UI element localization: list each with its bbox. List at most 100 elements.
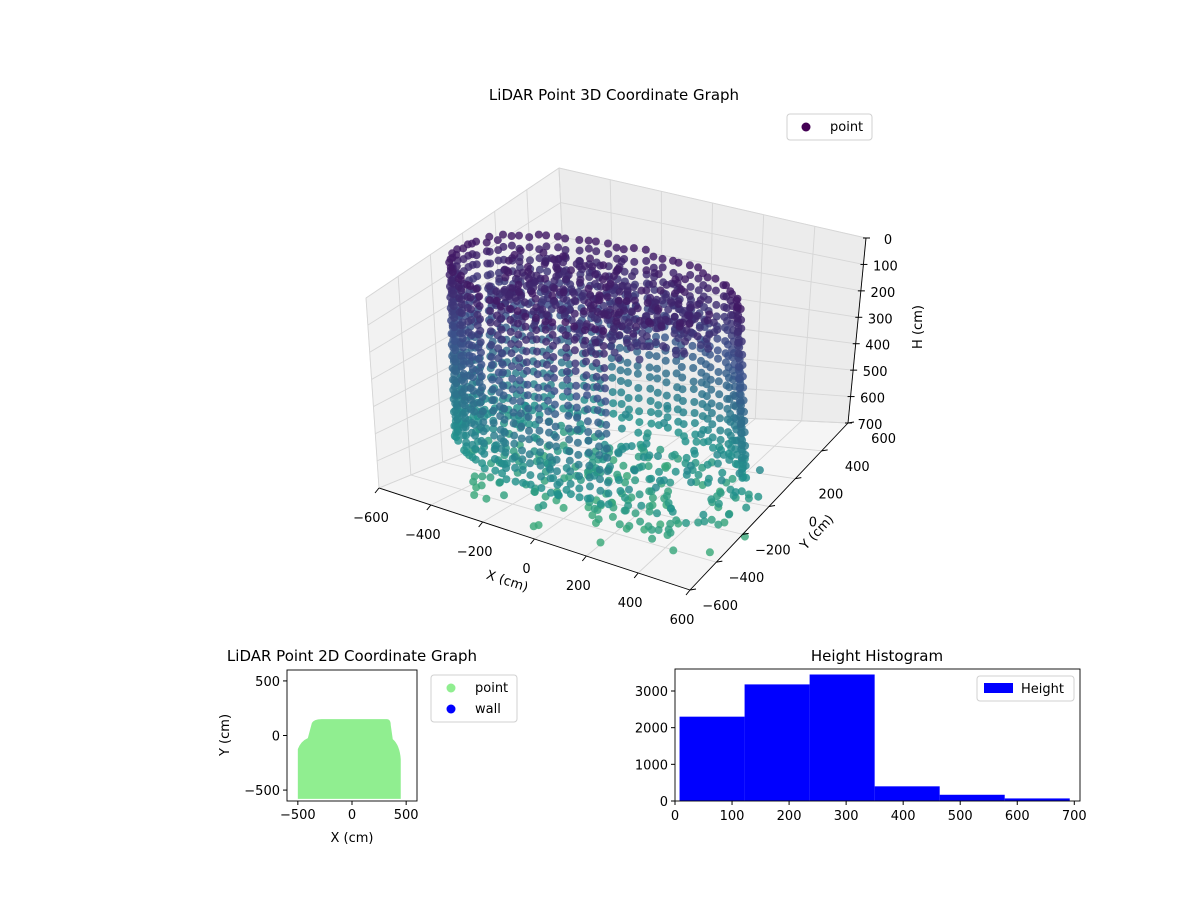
point-3d — [596, 500, 605, 508]
point-3d — [697, 430, 705, 439]
point-3d — [677, 363, 686, 371]
point-3d — [545, 453, 554, 462]
point-3d — [459, 369, 468, 378]
z-axis-line-3d — [847, 237, 867, 424]
point-3d — [489, 419, 498, 428]
point-3d — [516, 409, 525, 418]
point-3d — [561, 318, 570, 327]
point-3d — [478, 392, 487, 401]
point-3d — [716, 435, 725, 444]
point-3d — [507, 340, 516, 348]
point-3d — [506, 327, 515, 336]
point-3d — [650, 285, 659, 294]
point-3d — [572, 392, 581, 401]
point-3d — [624, 318, 633, 327]
point-3d — [551, 410, 560, 419]
point-3d — [670, 312, 679, 321]
z-axis-label-3d: H (cm) — [911, 305, 926, 349]
point-3d — [542, 351, 551, 360]
point-3d — [526, 471, 535, 480]
point-3d — [470, 399, 478, 408]
point-3d — [571, 359, 580, 368]
point-3d — [543, 373, 552, 382]
point-3d — [694, 470, 703, 479]
point-3d — [615, 343, 624, 352]
point-3d — [553, 480, 562, 489]
point-3d — [599, 349, 608, 358]
point-3d — [735, 469, 744, 478]
ticks-2d: −500−500 0 0 500 500 — [244, 675, 418, 823]
point-3d — [565, 447, 574, 456]
point-3d — [662, 378, 671, 387]
point-3d — [584, 448, 593, 457]
point-3d — [478, 407, 487, 416]
point-3d — [545, 441, 554, 450]
point-3d — [566, 490, 575, 499]
point-3d — [601, 408, 610, 417]
x-tick-3d — [426, 504, 432, 511]
point-3d — [689, 364, 698, 372]
point-3d — [634, 394, 643, 403]
point-3d — [686, 303, 695, 312]
y-tick-3d — [716, 560, 723, 563]
point-3d — [678, 373, 687, 382]
point-3d — [583, 391, 591, 400]
point-3d — [575, 278, 584, 287]
point-3d — [519, 478, 528, 487]
point-3d — [549, 341, 557, 350]
point-3d — [630, 296, 639, 305]
point-3d — [660, 419, 668, 427]
point-3d — [501, 439, 510, 448]
point-3d — [558, 381, 567, 390]
point-3d — [485, 296, 494, 305]
point-3d — [627, 493, 636, 502]
point-3d — [604, 478, 612, 487]
point-3d — [534, 404, 543, 413]
point-3d — [754, 492, 763, 501]
point-3d — [679, 420, 688, 429]
x-tick-label-3d: −200 — [457, 545, 493, 560]
point-3d — [657, 322, 666, 331]
point-3d — [515, 231, 523, 240]
point-3d — [716, 426, 725, 435]
point-3d — [524, 404, 533, 413]
point-region-2d — [297, 719, 401, 799]
point-3d — [714, 499, 723, 508]
point-3d — [508, 284, 517, 293]
point-3d — [467, 316, 476, 324]
x-tick-label-3d: 400 — [618, 596, 643, 611]
point-3d — [470, 407, 479, 416]
point-3d — [460, 377, 469, 386]
point-3d — [482, 247, 491, 256]
point-3d — [602, 420, 611, 429]
point-3d — [719, 450, 728, 459]
point-3d — [520, 298, 529, 307]
point-3d — [545, 428, 553, 437]
point-3d — [449, 330, 457, 339]
point-3d — [672, 356, 681, 365]
point-3d — [653, 364, 661, 373]
point-3d — [458, 334, 467, 343]
point-3d — [734, 362, 743, 371]
point-3d — [523, 391, 532, 400]
grid-line-wall-left — [397, 276, 412, 476]
point-3d — [544, 396, 552, 405]
y-tick-label-histogram: 2000 — [635, 722, 668, 737]
point-3d — [624, 379, 633, 388]
point-3d — [541, 317, 550, 326]
x-tick-label-2d: −500 — [280, 808, 316, 823]
point-3d — [509, 419, 518, 428]
point-3d — [566, 479, 575, 488]
point-3d — [495, 274, 504, 283]
point-3d — [617, 322, 626, 331]
point-3d — [518, 466, 527, 474]
point-3d — [510, 439, 519, 448]
point-3d — [595, 451, 604, 460]
point-3d — [679, 408, 688, 417]
point-3d — [486, 306, 495, 315]
point-3d — [541, 274, 550, 283]
point-3d — [507, 232, 516, 240]
z-tick-label-3d: 700 — [858, 418, 883, 433]
point-3d — [635, 418, 644, 427]
point-3d — [525, 233, 534, 242]
